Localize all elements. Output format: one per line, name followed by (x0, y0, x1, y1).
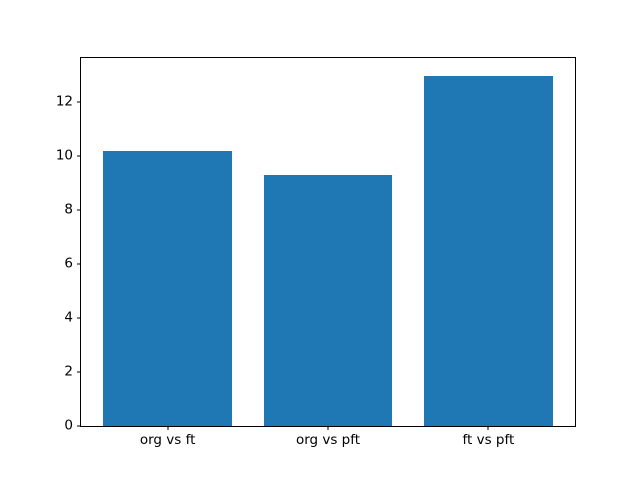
x-tick-label: org vs pft (295, 432, 361, 448)
y-tick-label: 12 (55, 93, 73, 110)
y-tick-label: 6 (64, 255, 73, 272)
y-tick-label: 0 (64, 417, 73, 434)
y-tick-mark (77, 155, 81, 157)
y-tick-mark (77, 209, 81, 211)
bar-org-vs-ft (103, 151, 232, 426)
y-tick-label: 8 (64, 201, 73, 218)
y-tick-mark (77, 371, 81, 373)
bar-org-vs-pft (263, 175, 393, 426)
bar-ft-vs-pft (424, 75, 553, 426)
x-tick-mark (487, 426, 489, 430)
x-tick-label: org vs ft (139, 432, 196, 448)
x-tick-mark (167, 426, 169, 430)
axes: 0 2 4 6 8 10 12 org vs ft org vs pft ft vs pft (56, 57, 576, 447)
y-tick-mark (77, 425, 81, 427)
y-tick-label: 2 (64, 363, 73, 380)
y-tick-label: 10 (55, 147, 73, 164)
y-tick-mark (77, 101, 81, 103)
y-tick-mark (77, 317, 81, 319)
x-tick-mark (327, 426, 329, 430)
x-tick-label: ft vs pft (462, 432, 515, 448)
y-tick-mark (77, 263, 81, 265)
y-tick-label: 4 (64, 309, 73, 326)
